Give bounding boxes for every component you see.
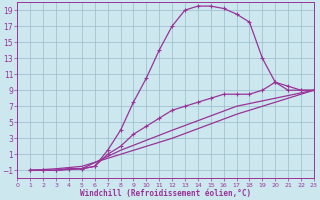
X-axis label: Windchill (Refroidissement éolien,°C): Windchill (Refroidissement éolien,°C) [80,189,251,198]
